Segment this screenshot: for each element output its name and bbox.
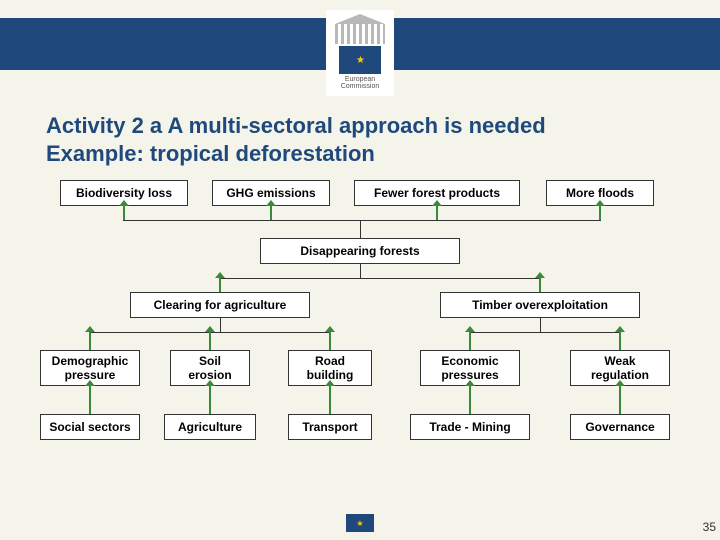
arrow (89, 332, 91, 350)
arrow (270, 206, 272, 220)
logo-caption: EuropeanCommission (341, 76, 380, 90)
node-transport: Transport (288, 414, 372, 440)
arrow (469, 386, 471, 414)
connector (470, 332, 620, 333)
building-icon (335, 14, 385, 44)
arrow (539, 278, 541, 292)
arrow (89, 386, 91, 414)
connector (540, 318, 541, 332)
node-trade: Trade - Mining (410, 414, 530, 440)
arrow (123, 206, 125, 220)
connector (220, 318, 221, 332)
arrow (209, 332, 211, 350)
connector (360, 220, 361, 238)
arrow (619, 332, 621, 350)
connector (123, 220, 601, 221)
connector (360, 264, 361, 278)
title-line-2: Example: tropical deforestation (46, 141, 375, 166)
slide-title: Activity 2 a A multi-sectoral approach i… (46, 112, 680, 167)
eu-flag-icon: ★ (339, 46, 381, 74)
arrow (329, 332, 331, 350)
ec-logo: ★ EuropeanCommission (326, 10, 394, 96)
connector (220, 278, 540, 279)
arrow (329, 386, 331, 414)
arrow (469, 332, 471, 350)
node-clearing: Clearing for agriculture (130, 292, 310, 318)
arrow (599, 206, 601, 220)
eu-flag-footer-icon: ★ (346, 514, 374, 532)
node-governance: Governance (570, 414, 670, 440)
title-line-1: Activity 2 a A multi-sectoral approach i… (46, 113, 546, 138)
arrow (209, 386, 211, 414)
page-number: 35 (703, 520, 716, 534)
arrow (436, 206, 438, 220)
arrow (619, 386, 621, 414)
node-agriculture: Agriculture (164, 414, 256, 440)
node-disappearing: Disappearing forests (260, 238, 460, 264)
node-timber: Timber overexploitation (440, 292, 640, 318)
slide: ★ EuropeanCommission Activity 2 a A mult… (0, 0, 720, 540)
node-social: Social sectors (40, 414, 140, 440)
diagram: Biodiversity loss GHG emissions Fewer fo… (40, 180, 680, 510)
arrow (219, 278, 221, 292)
